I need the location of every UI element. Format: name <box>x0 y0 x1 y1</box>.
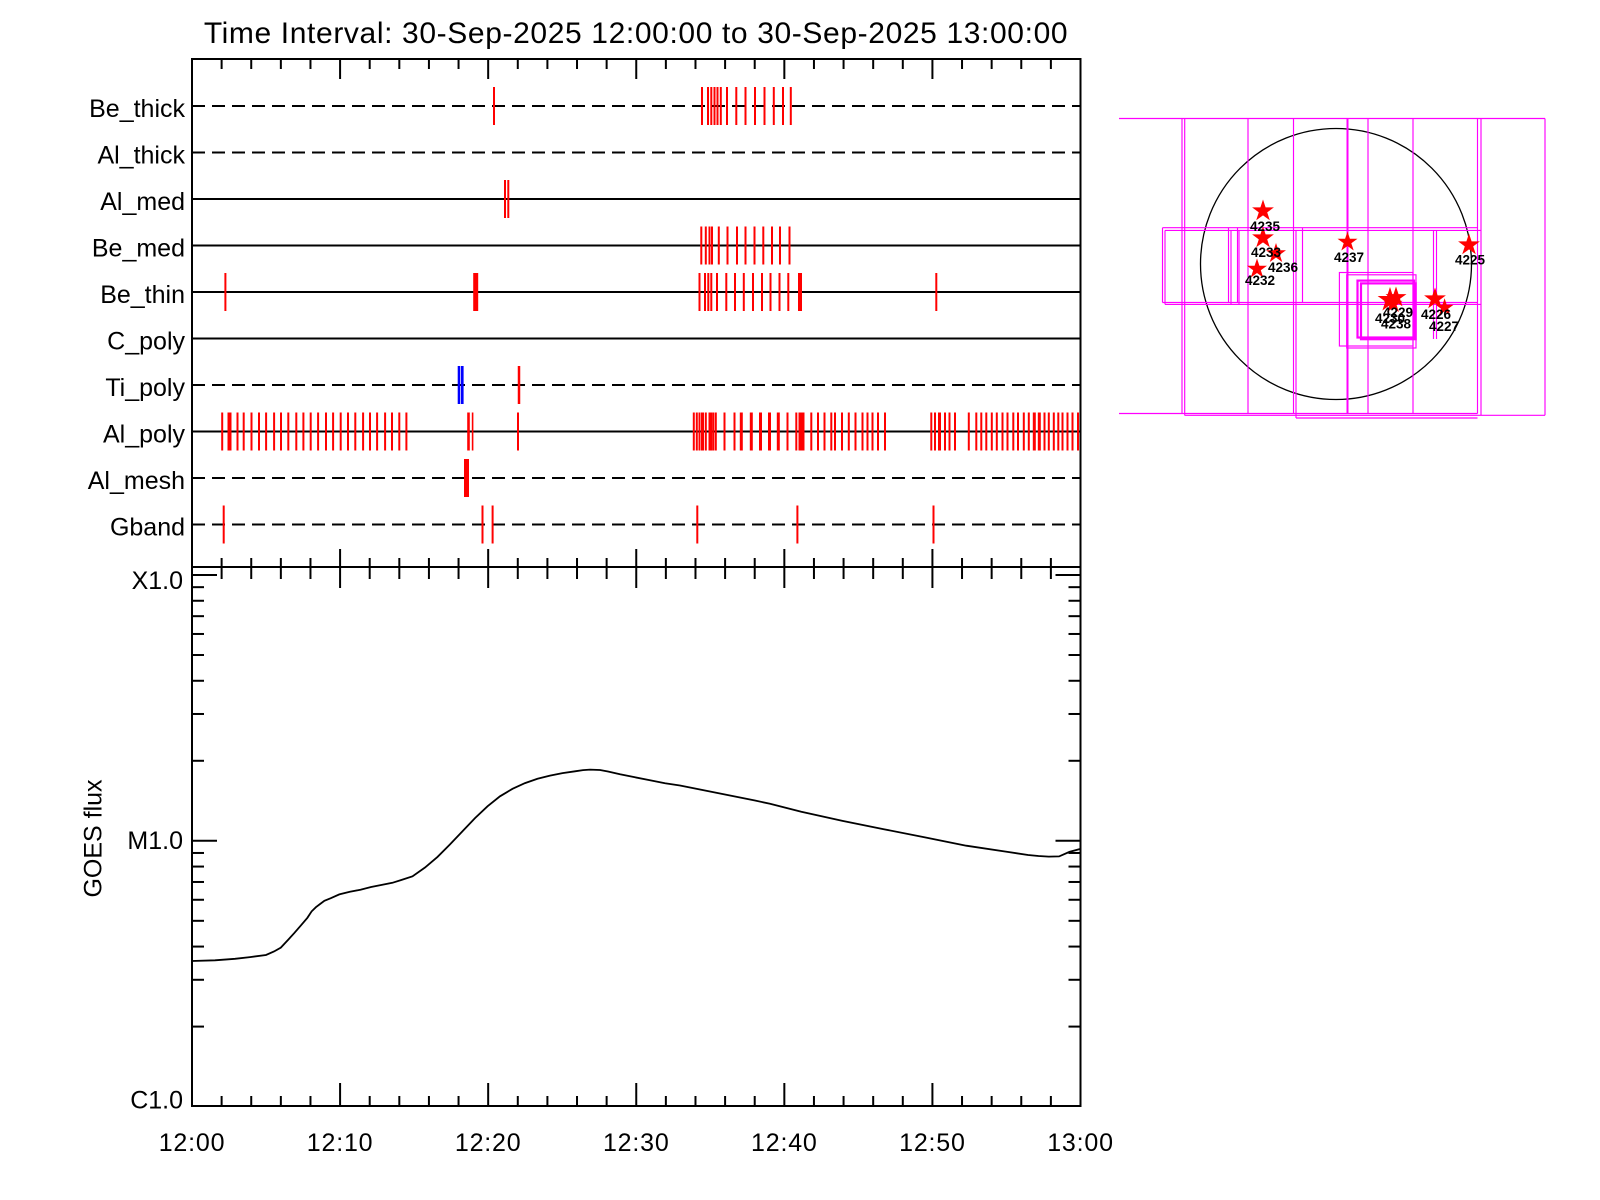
svg-text:4238: 4238 <box>1381 317 1412 332</box>
svg-text:4232: 4232 <box>1245 273 1275 288</box>
svg-text:4227: 4227 <box>1429 319 1459 334</box>
svg-text:12:40: 12:40 <box>751 1129 818 1157</box>
svg-text:Time Interval: 30-Sep-2025 12:: Time Interval: 30-Sep-2025 12:00:00 to 3… <box>204 17 1068 50</box>
svg-text:12:10: 12:10 <box>307 1129 374 1157</box>
svg-text:C1.0: C1.0 <box>130 1087 183 1115</box>
svg-text:12:20: 12:20 <box>455 1129 522 1157</box>
svg-text:4236: 4236 <box>1268 260 1299 275</box>
svg-text:X1.0: X1.0 <box>132 567 183 595</box>
svg-text:C_poly: C_poly <box>107 328 185 356</box>
svg-text:Be_thin: Be_thin <box>100 281 185 309</box>
svg-text:4229: 4229 <box>1383 305 1413 320</box>
svg-text:4233: 4233 <box>1251 245 1282 260</box>
svg-text:4225: 4225 <box>1455 253 1486 268</box>
svg-text:12:30: 12:30 <box>603 1129 670 1157</box>
svg-text:Be_thick: Be_thick <box>89 95 185 123</box>
svg-text:12:50: 12:50 <box>899 1129 966 1157</box>
svg-text:Al_poly: Al_poly <box>103 421 185 449</box>
svg-text:13:00: 13:00 <box>1047 1129 1114 1157</box>
svg-text:4237: 4237 <box>1334 250 1364 265</box>
svg-text:4235: 4235 <box>1250 219 1281 234</box>
svg-text:4226: 4226 <box>1421 307 1452 322</box>
svg-text:Al_thick: Al_thick <box>97 142 185 170</box>
svg-text:Ti_poly: Ti_poly <box>105 374 185 402</box>
svg-text:Al_mesh: Al_mesh <box>88 467 185 495</box>
svg-text:12:00: 12:00 <box>159 1129 226 1157</box>
svg-text:Be_med: Be_med <box>92 235 185 263</box>
svg-text:Gband: Gband <box>110 514 185 542</box>
svg-text:Al_med: Al_med <box>100 188 185 216</box>
svg-text:GOES flux: GOES flux <box>80 779 108 898</box>
svg-text:4230: 4230 <box>1375 311 1405 326</box>
svg-text:M1.0: M1.0 <box>127 827 183 855</box>
